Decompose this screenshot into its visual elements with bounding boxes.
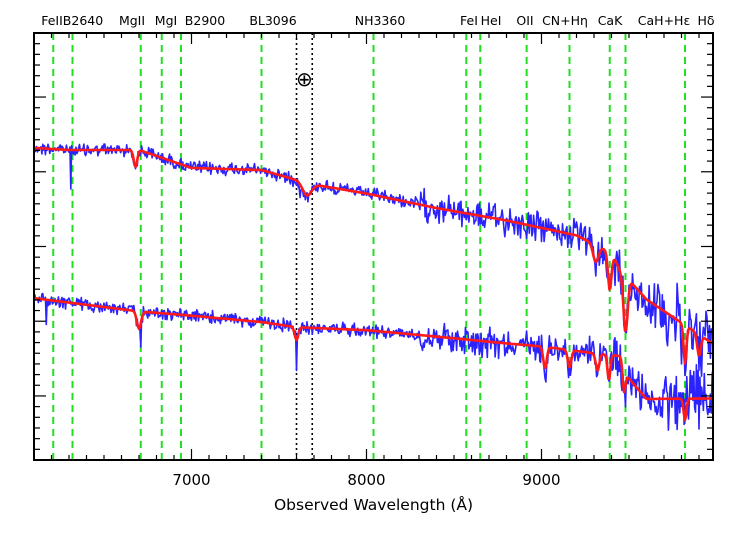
spectrum-series-1 — [33, 146, 714, 365]
emission-line-label: B2640 — [63, 13, 103, 28]
spectral-line-markers — [52, 33, 686, 460]
emission-line-label: B2900 — [185, 13, 225, 28]
spectrum-series-0 — [33, 143, 714, 378]
emission-line-label: FeI — [460, 13, 478, 28]
spectrum-series-3 — [33, 296, 713, 422]
emission-line-label: OII — [516, 13, 533, 28]
x-tick-label: 9000 — [522, 471, 560, 489]
emission-line-label: FeII — [41, 13, 63, 28]
telluric-earth-symbol: ⊕ — [296, 67, 313, 91]
x-tick-label: 8000 — [347, 471, 385, 489]
spectrum-series-2 — [33, 292, 714, 431]
line-labels: FeII B2640 MgII MgI B2900 BL3096 NH3360 FeI HeI O… — [41, 13, 714, 28]
spectrum-series-group — [33, 143, 714, 431]
emission-line-label: CN+Hη — [542, 13, 588, 28]
x-axis-title: Observed Wavelength (Å) — [274, 495, 473, 514]
emission-line-label: CaH+Hε — [638, 13, 690, 28]
emission-line-label: BL3096 — [249, 13, 296, 28]
emission-line-label: HeI — [481, 13, 502, 28]
x-tick-label: 7000 — [172, 471, 210, 489]
axes: 7000 8000 9000 — [33, 32, 714, 489]
emission-line-label: MgII — [119, 13, 145, 28]
emission-line-label: Hδ — [697, 13, 714, 28]
emission-line-label: CaK — [598, 13, 623, 28]
emission-line-label: NH3360 — [355, 13, 406, 28]
emission-line-label: MgI — [155, 13, 177, 28]
